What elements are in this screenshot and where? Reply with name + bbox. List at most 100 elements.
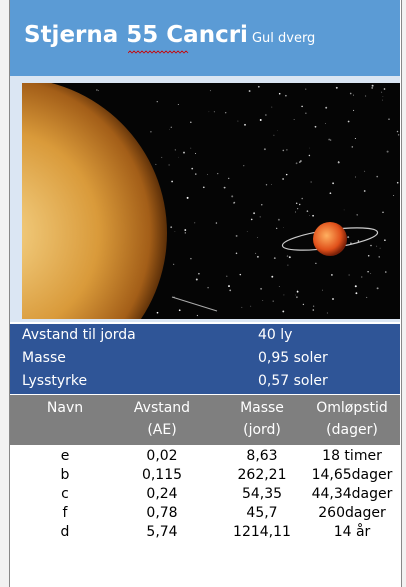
info-label: Avstand til jorda	[22, 324, 136, 347]
star	[385, 271, 387, 273]
table-row: c0,2454,3544,34dager	[10, 485, 400, 504]
star	[358, 240, 360, 242]
star	[264, 148, 266, 150]
star	[327, 313, 328, 314]
star	[313, 306, 314, 307]
star	[300, 160, 302, 162]
star	[157, 101, 158, 102]
star	[183, 152, 185, 154]
star	[225, 112, 226, 113]
star	[179, 309, 181, 311]
star	[253, 212, 255, 214]
subtitle: Gul dverg	[252, 31, 315, 46]
star	[397, 131, 399, 133]
star	[271, 184, 272, 185]
star	[330, 140, 331, 141]
star	[295, 295, 296, 296]
star	[338, 161, 340, 163]
star	[303, 304, 304, 305]
star	[296, 296, 298, 298]
star	[296, 202, 298, 204]
info-label: Lysstyrke	[22, 370, 87, 393]
title-line: Stjerna 55 CancriGul dverg	[24, 22, 315, 48]
table-cell: e	[15, 447, 115, 466]
star	[381, 92, 382, 93]
table-cell: c	[15, 485, 115, 504]
star	[260, 119, 262, 121]
star	[178, 104, 179, 105]
star	[197, 315, 198, 316]
table-cell: 0,115	[112, 466, 212, 485]
star	[157, 312, 159, 314]
star	[296, 162, 298, 164]
star	[214, 111, 215, 112]
star	[247, 231, 248, 232]
star	[309, 155, 310, 156]
space-image	[22, 83, 400, 319]
star	[398, 134, 399, 135]
column-header: Masse	[212, 397, 312, 419]
star	[384, 239, 386, 241]
star	[352, 146, 354, 148]
star	[379, 256, 380, 257]
star	[241, 307, 242, 308]
info-label: Masse	[22, 347, 66, 370]
star	[184, 229, 186, 231]
star	[397, 182, 399, 184]
star	[355, 285, 357, 287]
table-cell: d	[15, 523, 115, 542]
star	[332, 182, 334, 184]
table-cell: 5,74	[112, 523, 212, 542]
star	[366, 297, 367, 298]
table-cell: 0,78	[112, 504, 212, 523]
table-cell: 262,21	[212, 466, 312, 485]
star	[228, 285, 230, 287]
table-cell: 14 år	[302, 523, 402, 542]
table-cell: 0,24	[112, 485, 212, 504]
star	[196, 279, 198, 281]
star	[198, 273, 200, 275]
star	[297, 291, 299, 293]
star	[273, 300, 274, 301]
star	[171, 127, 172, 128]
star	[278, 219, 280, 221]
star	[265, 114, 266, 115]
star	[233, 202, 235, 204]
star	[169, 129, 170, 130]
star	[228, 178, 229, 179]
star	[257, 237, 258, 238]
star	[297, 290, 298, 291]
star	[260, 288, 262, 290]
star	[353, 95, 354, 96]
star	[169, 164, 170, 165]
star	[240, 274, 241, 275]
star	[295, 212, 296, 213]
star	[336, 87, 338, 89]
star	[364, 190, 366, 192]
star	[299, 204, 300, 205]
star	[286, 149, 287, 150]
column-header: (AE)	[112, 419, 212, 441]
star	[325, 107, 327, 109]
star	[178, 157, 179, 158]
table-cell: 8,63	[212, 447, 312, 466]
star	[209, 111, 210, 112]
table-cell: 54,35	[212, 485, 312, 504]
table-cell: 0,02	[112, 447, 212, 466]
star	[388, 119, 389, 120]
info-value: 0,95 soler	[258, 347, 328, 370]
star	[313, 309, 315, 311]
star	[244, 124, 246, 126]
star	[251, 219, 253, 221]
column-header: Navn	[15, 397, 115, 419]
star	[322, 290, 323, 291]
star	[190, 148, 191, 149]
star	[195, 173, 196, 174]
star	[207, 174, 208, 175]
star	[262, 300, 263, 301]
column-header: (dager)	[302, 419, 402, 441]
